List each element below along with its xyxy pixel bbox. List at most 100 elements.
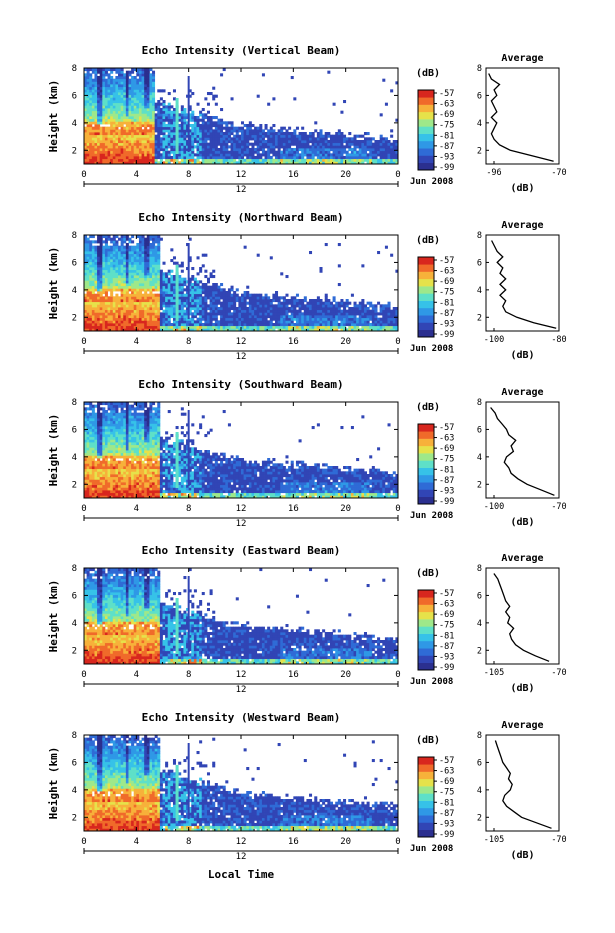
heatmap-cell bbox=[301, 159, 304, 162]
heatmap-cell bbox=[92, 246, 95, 249]
heatmap-cell bbox=[223, 135, 226, 138]
heatmap-cell bbox=[212, 299, 215, 302]
heatmap-cell bbox=[223, 315, 226, 318]
heatmap-cell bbox=[220, 124, 223, 127]
heatmap-cell bbox=[105, 288, 108, 291]
heatmap-cell bbox=[390, 318, 393, 321]
heatmap-cell bbox=[210, 272, 213, 275]
heatmap-cell bbox=[270, 145, 273, 148]
heatmap-cell bbox=[113, 148, 116, 151]
heatmap-cell bbox=[163, 304, 166, 307]
heatmap-cell bbox=[155, 251, 158, 254]
heatmap-cell bbox=[134, 87, 137, 90]
heatmap-cell bbox=[147, 108, 150, 111]
heatmap-cell bbox=[333, 326, 336, 329]
heatmap-cell bbox=[194, 280, 197, 283]
heatmap-cell bbox=[136, 267, 139, 270]
heatmap-cell bbox=[265, 140, 268, 143]
heatmap-cell bbox=[94, 159, 97, 162]
heatmap-cell bbox=[134, 89, 137, 92]
heatmap-cell bbox=[121, 294, 124, 297]
heatmap-cell bbox=[136, 129, 139, 132]
heatmap-cell bbox=[278, 143, 281, 146]
heatmap-cell bbox=[115, 129, 118, 132]
heatmap-cell bbox=[149, 302, 152, 305]
heatmap-cell bbox=[212, 283, 215, 286]
heatmap-cell bbox=[105, 280, 108, 283]
heatmap-cell bbox=[249, 296, 252, 299]
heatmap-cell bbox=[136, 113, 139, 116]
heatmap-cell bbox=[278, 326, 281, 329]
heatmap-cell bbox=[128, 140, 131, 143]
heatmap-cell bbox=[191, 137, 194, 140]
heatmap-cell bbox=[291, 302, 294, 305]
heatmap-cell bbox=[390, 135, 393, 138]
heatmap-cell bbox=[105, 119, 108, 122]
heatmap-cell bbox=[149, 124, 152, 127]
heatmap-cell bbox=[134, 318, 137, 321]
heatmap-cell bbox=[320, 299, 323, 302]
heatmap-cell bbox=[278, 140, 281, 143]
heatmap-cell bbox=[309, 132, 312, 135]
heatmap-cell bbox=[262, 73, 265, 76]
heatmap-cell bbox=[223, 145, 226, 148]
heatmap-cell bbox=[136, 108, 139, 111]
heatmap-cell bbox=[152, 326, 155, 329]
heatmap-cell bbox=[105, 121, 108, 124]
heatmap-cell bbox=[163, 286, 166, 289]
heatmap-cell bbox=[207, 320, 210, 323]
heatmap-cell bbox=[301, 299, 304, 302]
heatmap-cell bbox=[348, 148, 351, 151]
heatmap-cell bbox=[288, 307, 291, 310]
heatmap-cell bbox=[131, 296, 134, 299]
heatmap-cell bbox=[142, 248, 145, 251]
heatmap-cell bbox=[160, 291, 163, 294]
heatmap-cell bbox=[173, 288, 176, 291]
heatmap-cell bbox=[369, 156, 372, 159]
heatmap-cell bbox=[312, 143, 315, 146]
heatmap-cell bbox=[283, 143, 286, 146]
heatmap-cell bbox=[367, 148, 370, 151]
heatmap-cell bbox=[144, 238, 147, 241]
heatmap-cell bbox=[361, 323, 364, 326]
heatmap-cell bbox=[157, 323, 160, 326]
heatmap-cell bbox=[210, 275, 213, 278]
heatmap-cell bbox=[102, 143, 105, 146]
heatmap-cell bbox=[87, 127, 90, 130]
heatmap-cell bbox=[322, 135, 325, 138]
heatmap-cell bbox=[94, 262, 97, 265]
heatmap-cell bbox=[356, 323, 359, 326]
heatmap-cell bbox=[97, 254, 100, 257]
heatmap-cell bbox=[249, 153, 252, 156]
heatmap-cell bbox=[118, 286, 121, 289]
heatmap-cell bbox=[165, 280, 168, 283]
heatmap-cell bbox=[118, 137, 121, 140]
heatmap-cell bbox=[168, 119, 171, 122]
heatmap-cell bbox=[118, 148, 121, 151]
heatmap-cell bbox=[131, 151, 134, 154]
heatmap-cell bbox=[160, 318, 163, 321]
heatmap-cell bbox=[121, 95, 124, 98]
heatmap-cell bbox=[136, 254, 139, 257]
heatmap-cell bbox=[225, 294, 228, 297]
heatmap-cell bbox=[113, 256, 116, 259]
heatmap-cell bbox=[197, 256, 200, 259]
heatmap-cell bbox=[92, 458, 95, 461]
heatmap-cell bbox=[115, 81, 118, 84]
heatmap-cell bbox=[285, 323, 288, 326]
heatmap-cell bbox=[157, 243, 160, 246]
heatmap-cell bbox=[254, 296, 257, 299]
heatmap-cell bbox=[210, 299, 213, 302]
heatmap-cell bbox=[139, 145, 142, 148]
heatmap-cell bbox=[149, 121, 152, 124]
heatmap-cell bbox=[131, 116, 134, 119]
heatmap-cell bbox=[220, 140, 223, 143]
heatmap-cell bbox=[236, 156, 239, 159]
heatmap-cell bbox=[385, 310, 388, 313]
heatmap-cell bbox=[343, 148, 346, 151]
heatmap-cell bbox=[170, 140, 173, 143]
heatmap-cell bbox=[170, 143, 173, 146]
heatmap-cell bbox=[149, 307, 152, 310]
heatmap-cell bbox=[361, 148, 364, 151]
heatmap-cell bbox=[199, 267, 202, 270]
